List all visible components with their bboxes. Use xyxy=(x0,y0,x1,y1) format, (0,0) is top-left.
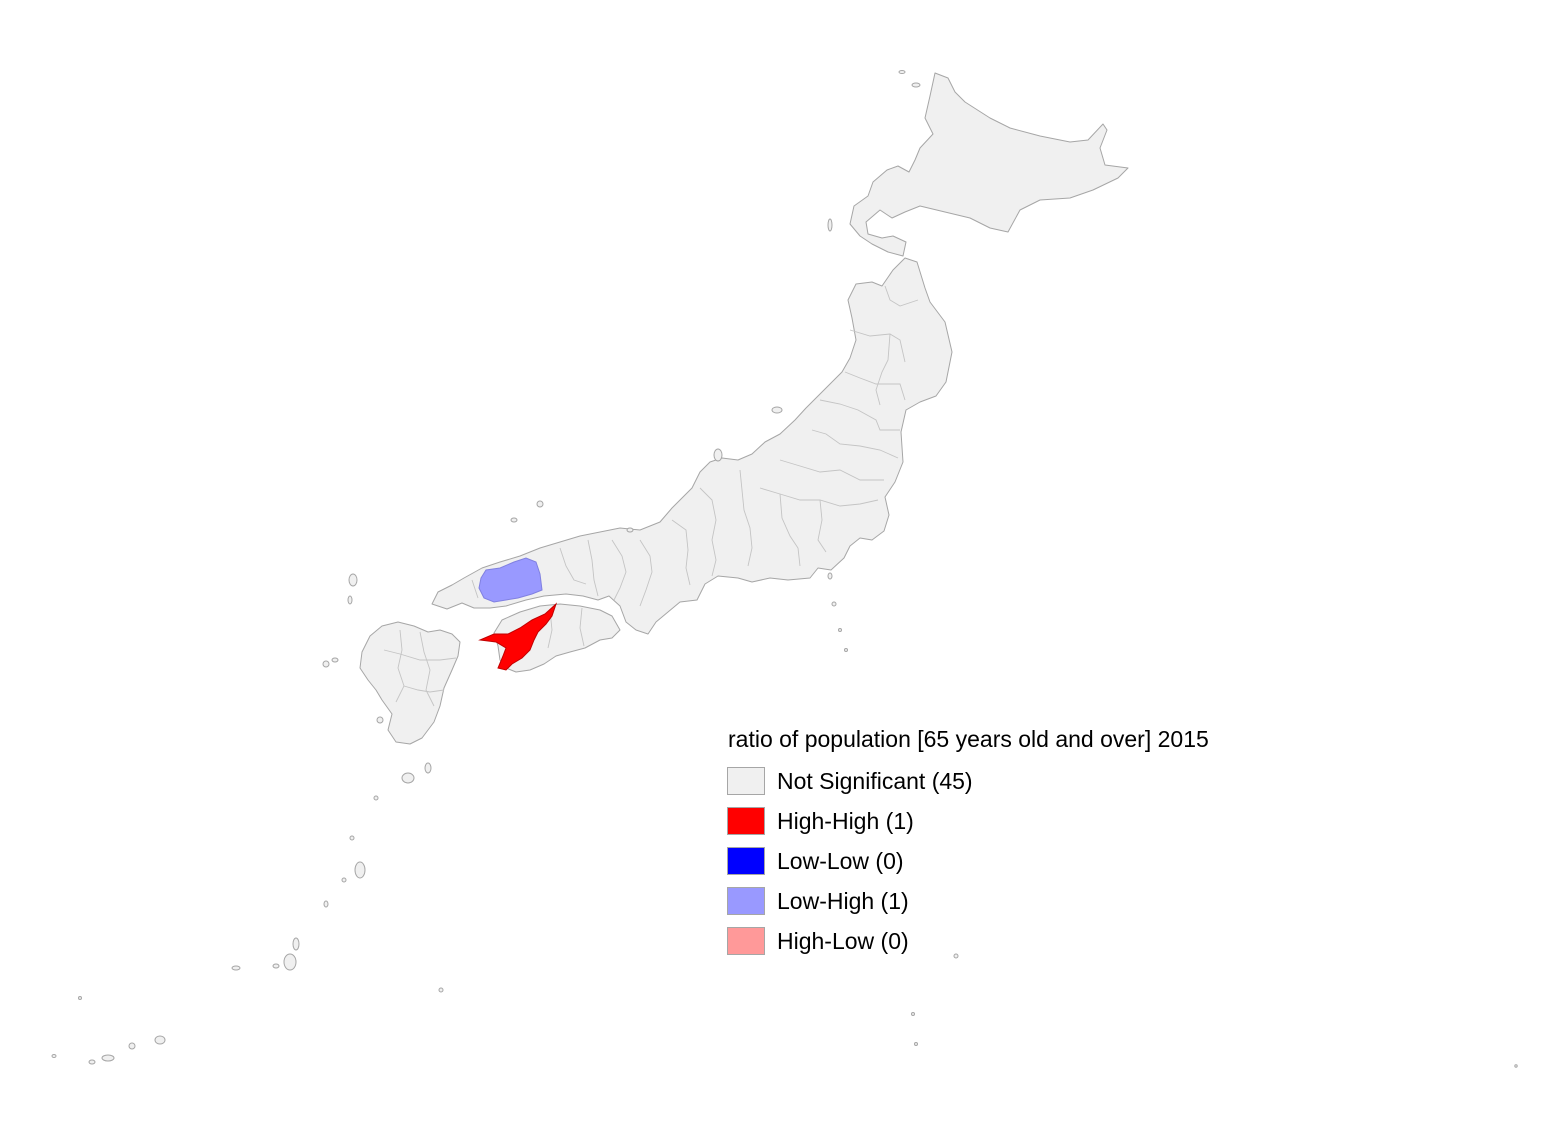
legend-item-not-significant: Not Significant (45) xyxy=(727,761,1209,801)
legend-title: ratio of population [65 years old and ov… xyxy=(728,726,1209,752)
legend-label: Low-Low (0) xyxy=(777,847,904,874)
honshu-region xyxy=(431,257,953,635)
legend-item-high-low: High-Low (0) xyxy=(727,921,1209,961)
legend-swatch xyxy=(727,847,765,875)
ehime-prefecture xyxy=(478,602,558,671)
outlying-islands xyxy=(51,70,1518,1068)
legend-swatch xyxy=(727,767,765,795)
hiroshima-prefecture xyxy=(478,557,543,603)
legend-swatch xyxy=(727,807,765,835)
legend-swatch xyxy=(727,887,765,915)
map-legend: ratio of population [65 years old and ov… xyxy=(727,726,1209,961)
legend-item-high-high: High-High (1) xyxy=(727,801,1209,841)
legend-item-low-low: Low-Low (0) xyxy=(727,841,1209,881)
legend-item-low-high: Low-High (1) xyxy=(727,881,1209,921)
legend-label: Low-High (1) xyxy=(777,887,909,914)
legend-label: High-Low (0) xyxy=(777,927,909,954)
kyushu-region xyxy=(359,621,461,745)
hokkaido-region xyxy=(849,72,1129,257)
legend-swatch xyxy=(727,927,765,955)
legend-label: High-High (1) xyxy=(777,807,914,834)
legend-label: Not Significant (45) xyxy=(777,767,973,794)
prefecture-borders xyxy=(383,285,919,707)
